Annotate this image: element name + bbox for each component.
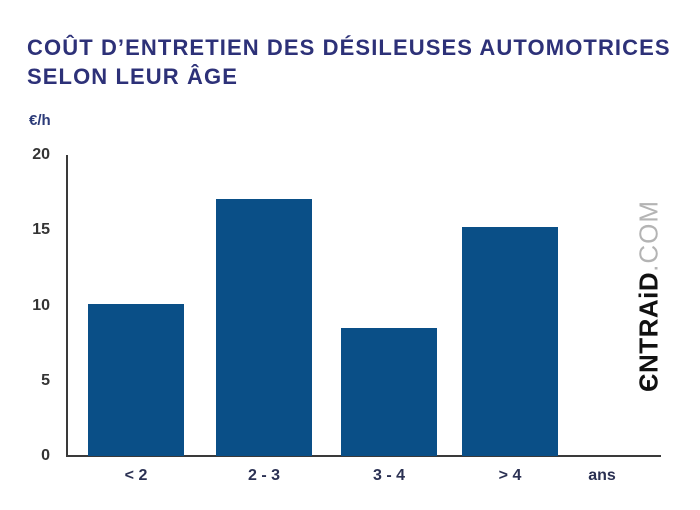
x-axis-unit-label: ans: [588, 467, 616, 484]
entraid-watermark: ЄNTRAiD.COM: [634, 200, 665, 392]
entraid-watermark-light: .COM: [633, 199, 664, 272]
chart-title-line2: SELON LEUR ÂGE: [27, 64, 238, 90]
x-tick-label-4: > 4: [498, 467, 522, 484]
entraid-watermark-bold: ЄNTRAiD: [633, 271, 664, 393]
y-tick-label-10: 10: [32, 296, 50, 314]
bar->4: [462, 227, 558, 456]
y-axis-unit-label: €/h: [29, 112, 51, 129]
y-tick-label-20: 20: [32, 146, 50, 163]
x-tick-label-3: 3 - 4: [372, 467, 405, 484]
chart-title-line1: COÛT D’ENTRETIEN DES DÉSILEUSES AUTOMOTR…: [27, 35, 671, 60]
bar-3-4: [341, 328, 437, 456]
y-tick-label-0: 0: [41, 447, 50, 464]
y-tick-label-5: 5: [41, 371, 50, 389]
x-tick-label-1: < 2: [124, 467, 148, 484]
bar-2-3: [216, 199, 312, 456]
y-axis-line: [66, 155, 68, 457]
chart-title: COÛT D’ENTRETIEN DES DÉSILEUSES AUTOMOTR…: [27, 33, 677, 91]
x-axis-line: [66, 455, 661, 457]
y-tick-label-15: 15: [32, 221, 50, 239]
x-tick-label-2: 2 - 3: [247, 467, 280, 484]
bar-<2: [88, 304, 184, 456]
